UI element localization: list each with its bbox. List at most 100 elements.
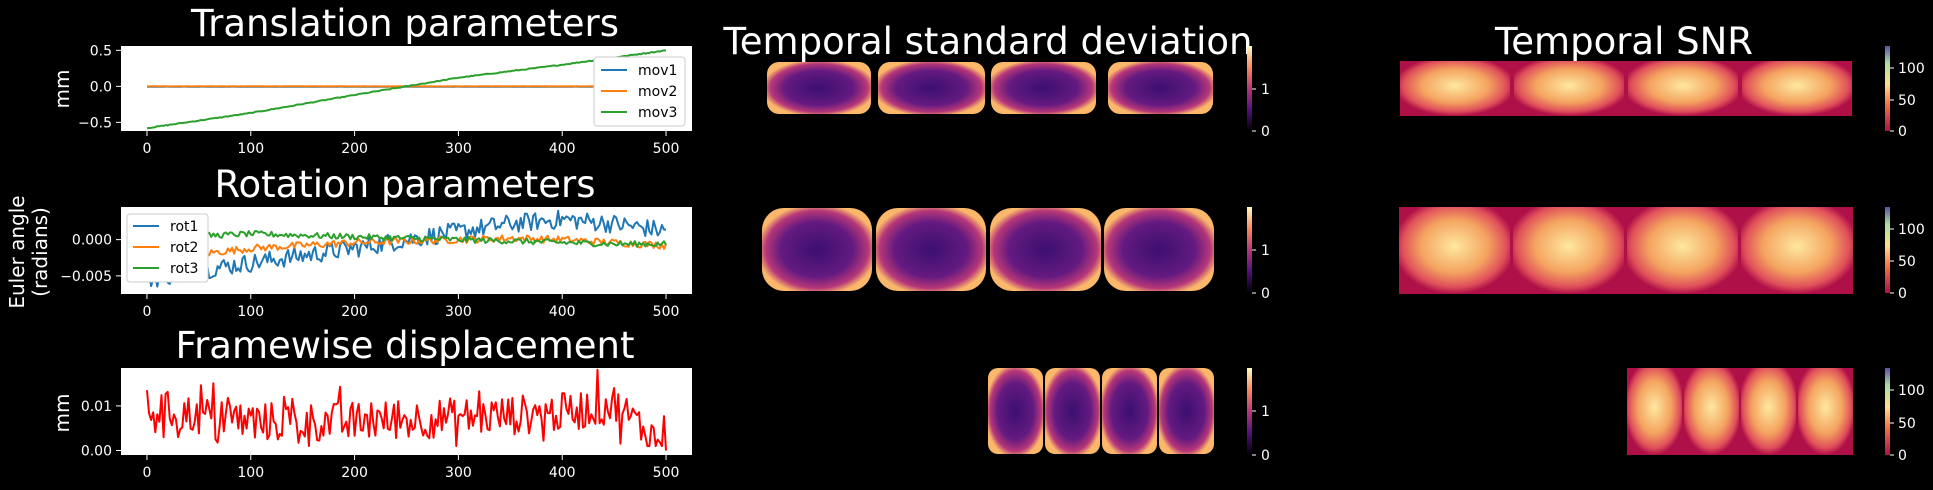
rotation-xtick-label: 400 [549, 304, 576, 320]
legend-label-mov2: mov2 [638, 84, 677, 100]
snr-slice-r2-3 [1627, 207, 1738, 294]
snr-colorbar-3-label-0: 0 [1898, 448, 1907, 464]
translation-ytick-label: 0.0 [90, 79, 112, 95]
framewise-title: Framewise displacement [176, 324, 635, 367]
std-slice-r1-4 [1108, 62, 1213, 114]
std-colorbar-3: 1 0 [1247, 368, 1270, 464]
legend-box [126, 213, 209, 283]
std-colorbar-2-label-1: 1 [1261, 243, 1270, 259]
snr-colorbar-1-label-0: 0 [1898, 124, 1907, 140]
std-slice-r2-1 [762, 208, 872, 291]
rotation-series-rot3 [146, 230, 667, 248]
rotation-xtick-label: 0 [142, 304, 151, 320]
rotation-xtick-label: 200 [341, 304, 368, 320]
snr-colorbar-3-label-50: 50 [1898, 416, 1916, 432]
rotation-xtick-label: 100 [237, 304, 264, 320]
std-colorbar-3-label-0: 0 [1261, 448, 1270, 464]
rotation-xtick-label: 500 [653, 304, 680, 320]
framewise-ytick-label: 0.01 [81, 399, 112, 415]
legend-label-rot1: rot1 [170, 219, 198, 235]
snr-slice-r1-3 [1628, 61, 1738, 116]
temporal-std-title: Temporal standard deviation [722, 20, 1252, 63]
temporal-snr-title: Temporal SNR [1494, 20, 1753, 63]
std-colorbar-1-bar [1247, 46, 1252, 131]
framewise-plot-area [121, 368, 692, 455]
legend-label-rot3: rot3 [170, 261, 198, 277]
snr-slice-r2-1 [1399, 207, 1510, 294]
snr-colorbar-3: 100 50 0 [1885, 368, 1925, 464]
snr-slice-r2-4 [1741, 207, 1853, 294]
snr-colorbar-1-label-50: 50 [1898, 93, 1916, 109]
translation-legend: mov1 mov2 mov3 [593, 56, 686, 127]
rotation-ytick-label: 0.000 [72, 233, 112, 249]
framewise-chart: Framewise displacement mm 0 100 200 300 400 5… [50, 324, 692, 481]
translation-xtick-label: 0 [142, 141, 151, 157]
translation-xtick-label: 200 [341, 141, 368, 157]
snr-slice-r1-4 [1742, 61, 1852, 116]
snr-slice-r2-2 [1513, 207, 1624, 294]
std-colorbar-1-label-1: 1 [1261, 82, 1270, 98]
rotation-title: Rotation parameters [214, 163, 595, 206]
translation-xtick-label: 300 [445, 141, 472, 157]
framewise-xtick-label: 0 [142, 465, 151, 481]
snr-slice-r3-3 [1741, 368, 1796, 455]
std-colorbar-3-bar [1247, 368, 1252, 455]
temporal-std-panel: Temporal standard deviation 1 0 1 0 [722, 20, 1269, 464]
framewise-ylabel: mm [50, 394, 74, 433]
snr-colorbar-3-bar [1885, 368, 1890, 455]
translation-xtick-label: 100 [237, 141, 264, 157]
translation-xtick-label: 500 [653, 141, 680, 157]
snr-slice-r1-1 [1400, 61, 1510, 116]
std-slice-r2-3 [990, 208, 1101, 291]
std-slice-r1-3 [991, 62, 1096, 114]
std-slice-r2-2 [876, 208, 986, 291]
legend-label-mov3: mov3 [638, 105, 677, 121]
translation-ytick-label: −0.5 [78, 115, 112, 131]
framewise-xtick-label: 200 [341, 465, 368, 481]
framewise-series-line [146, 368, 667, 451]
snr-slice-r3-2 [1684, 368, 1739, 455]
snr-colorbar-2-bar [1885, 207, 1890, 293]
snr-slice-r1-2 [1514, 61, 1624, 116]
snr-colorbar-2-label-100: 100 [1898, 222, 1925, 238]
temporal-snr-panel: Temporal SNR 100 50 0 100 5 [1399, 20, 1925, 464]
snr-slice-r3-1 [1627, 368, 1682, 455]
snr-colorbar-1-label-100: 100 [1898, 61, 1925, 77]
std-slice-r1-2 [878, 62, 985, 114]
translation-ytick-label: 0.5 [90, 43, 112, 59]
translation-title: Translation parameters [190, 2, 619, 45]
euler-angle-label-line2: (radians) [28, 207, 52, 297]
snr-colorbar-1: 100 50 0 [1885, 46, 1925, 140]
std-colorbar-1: 1 0 [1247, 46, 1270, 140]
rotation-ytick-label: −0.005 [60, 269, 112, 285]
translation-series-mov3 [146, 49, 667, 130]
std-colorbar-1-label-0: 0 [1261, 124, 1270, 140]
std-colorbar-3-label-1: 1 [1261, 404, 1270, 420]
framewise-ytick-label: 0.00 [81, 444, 112, 460]
std-slice-r3-3 [1102, 368, 1157, 454]
rotation-xtick-label: 300 [445, 304, 472, 320]
rotation-legend: rot1 rot2 rot3 [126, 213, 209, 283]
std-slice-r1-1 [767, 62, 871, 114]
std-colorbar-2-label-0: 0 [1261, 286, 1270, 302]
snr-colorbar-1-bar [1885, 46, 1890, 131]
translation-chart: Translation parameters mm 0 100 200 300 400 5… [50, 2, 692, 157]
legend-box [593, 56, 686, 127]
snr-colorbar-3-label-100: 100 [1898, 383, 1925, 399]
std-slice-r2-4 [1104, 208, 1214, 291]
std-colorbar-2-bar [1247, 207, 1252, 293]
std-slice-r3-1 [988, 368, 1043, 454]
framewise-xtick-label: 500 [653, 465, 680, 481]
translation-xtick-label: 400 [549, 141, 576, 157]
legend-label-rot2: rot2 [170, 240, 198, 256]
euler-angle-label-line1: Euler angle [5, 195, 29, 308]
framewise-xtick-label: 300 [445, 465, 472, 481]
std-colorbar-2: 1 0 [1247, 207, 1270, 302]
framewise-xtick-label: 400 [549, 465, 576, 481]
snr-colorbar-2-label-0: 0 [1898, 286, 1907, 302]
std-slice-r3-2 [1045, 368, 1100, 454]
snr-colorbar-2-label-50: 50 [1898, 254, 1916, 270]
translation-ylabel: mm [50, 70, 74, 109]
legend-label-mov1: mov1 [638, 63, 677, 79]
